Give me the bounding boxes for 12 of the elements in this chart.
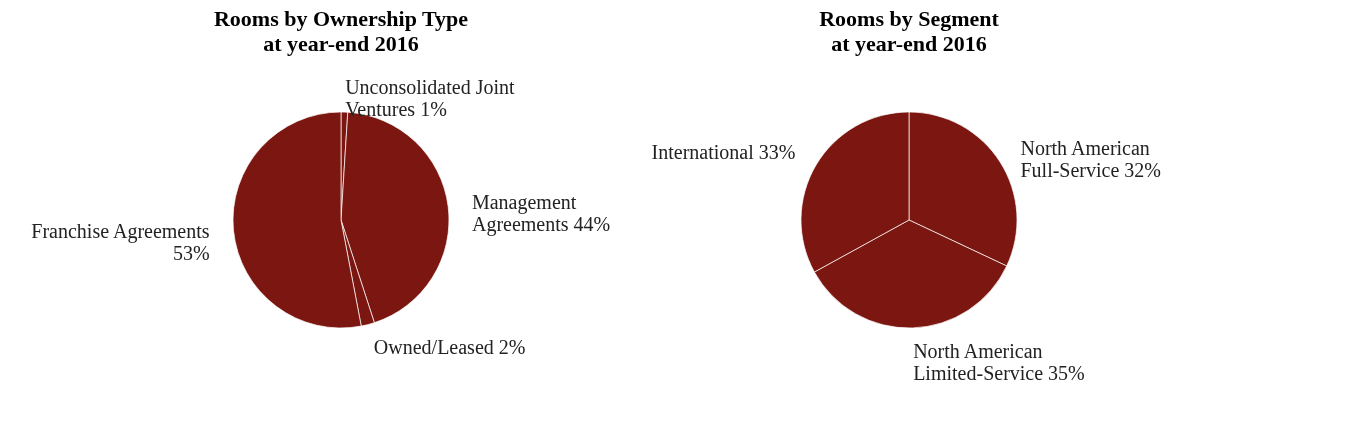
chart-title: Rooms by Segment bbox=[819, 6, 1000, 31]
chart-subtitle: at year-end 2016 bbox=[831, 31, 987, 56]
slice-label: International 33% bbox=[651, 140, 796, 163]
data-label: 53% bbox=[172, 242, 210, 265]
slice-label: Franchise Agreements bbox=[31, 220, 210, 244]
slice-label: North American Limited-Service 35% bbox=[913, 339, 1085, 384]
slice-label: Owned/Leased 2% bbox=[373, 335, 526, 358]
chart-subtitle: at year-end 2016 bbox=[263, 31, 419, 56]
slice-label: Management Agreements 44% bbox=[471, 191, 611, 237]
slice-label: Unconsolidated Joint Ventures 1% bbox=[345, 76, 516, 121]
chart-title: Rooms by Ownership Type bbox=[213, 6, 469, 31]
slice-label: North American Full-Service 32% bbox=[1020, 137, 1161, 182]
